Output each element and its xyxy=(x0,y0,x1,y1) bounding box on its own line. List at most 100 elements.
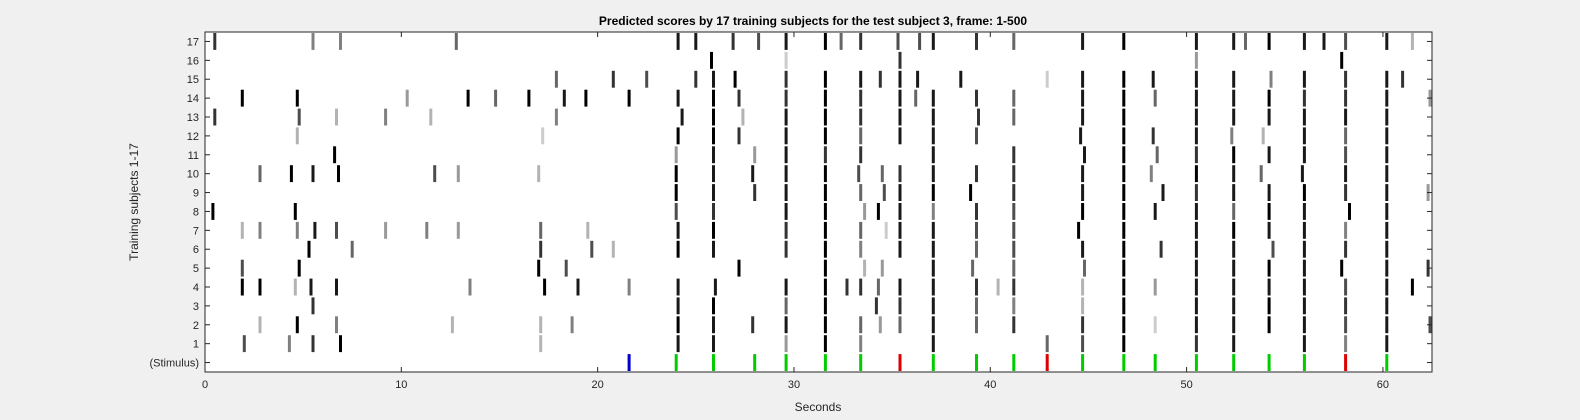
score-mark-subject-14-2 xyxy=(405,89,409,107)
score-mark-subject-2-4 xyxy=(539,316,543,334)
score-mark-subject-6-18 xyxy=(1232,240,1236,258)
score-mark-subject-11-3 xyxy=(753,146,757,164)
score-mark-subject-10-12 xyxy=(857,165,861,183)
score-mark-subject-10-24 xyxy=(1300,165,1304,183)
score-mark-subject-8-18 xyxy=(1302,203,1306,220)
score-mark-subject-1-15 xyxy=(1232,335,1236,353)
score-mark-subject-14-18 xyxy=(975,89,978,107)
score-mark-subject-8-14 xyxy=(1153,203,1157,220)
score-mark-subject-9-14 xyxy=(1194,184,1198,201)
score-mark-subject-5-5 xyxy=(823,259,827,277)
score-mark-subject-4-12 xyxy=(823,278,827,296)
y-tick-label-11: 11 xyxy=(188,150,199,162)
score-mark-subject-12-7 xyxy=(859,127,863,145)
score-mark-subject-4-1 xyxy=(258,278,262,296)
score-mark-subject-15-19 xyxy=(1269,70,1273,88)
score-mark-subject-3-15 xyxy=(1302,297,1306,315)
score-mark-subject-16-2 xyxy=(898,51,902,69)
score-mark-subject-8-4 xyxy=(784,203,788,220)
score-mark-subject-8-6 xyxy=(863,203,867,220)
score-mark-subject-1-2 xyxy=(311,335,315,353)
score-mark-subject-3-12 xyxy=(1194,297,1198,315)
score-mark-subject-1-5 xyxy=(676,335,680,353)
score-mark-subject-17-9 xyxy=(823,33,827,50)
score-mark-subject-8-15 xyxy=(1194,203,1198,220)
score-mark-subject-12-9 xyxy=(931,127,935,145)
score-mark-subject-5-12 xyxy=(1122,259,1126,277)
plot-frame xyxy=(204,31,1433,373)
score-mark-subject-12-4 xyxy=(737,127,741,145)
score-mark-subject-2-1 xyxy=(295,316,299,334)
score-mark-subject-6-11 xyxy=(931,240,935,258)
score-mark-subject-11-15 xyxy=(1302,146,1306,164)
score-mark-subject-10-10 xyxy=(784,165,788,183)
score-mark-subject-16-1 xyxy=(784,51,788,69)
score-mark-subject-11-12 xyxy=(1194,146,1198,164)
score-mark-subject-8-16 xyxy=(1232,203,1236,220)
score-mark-subject-10-3 xyxy=(337,165,340,183)
score-mark-subject-7-27 xyxy=(1385,221,1389,239)
score-mark-subject-5-9 xyxy=(971,259,975,277)
score-mark-subject-10-1 xyxy=(289,165,293,183)
score-mark-subject-2-15 xyxy=(975,316,978,334)
score-mark-subject-4-27 xyxy=(1302,278,1306,296)
score-mark-subject-11-13 xyxy=(1232,146,1236,164)
score-mark-subject-9-18 xyxy=(1344,184,1348,201)
stimulus-marker-1 xyxy=(674,354,678,371)
score-mark-subject-9-13 xyxy=(1161,184,1165,201)
y-tick-label-16: 16 xyxy=(187,55,199,67)
score-mark-subject-8-7 xyxy=(876,203,880,220)
score-marks xyxy=(211,33,1432,353)
score-mark-subject-5-14 xyxy=(1232,259,1236,277)
score-mark-subject-4-18 xyxy=(975,278,978,296)
score-mark-subject-15-0 xyxy=(554,70,558,88)
score-mark-subject-5-15 xyxy=(1267,259,1271,277)
x-tick-label-40: 40 xyxy=(984,379,996,391)
score-mark-subject-10-15 xyxy=(931,165,935,183)
stimulus-marker-14 xyxy=(1153,354,1157,371)
plot-area xyxy=(205,32,1432,372)
score-mark-subject-14-22 xyxy=(1153,89,1157,107)
score-mark-subject-15-7 xyxy=(823,70,827,88)
stimulus-marker-16 xyxy=(1232,354,1236,371)
score-mark-subject-2-8 xyxy=(751,316,755,334)
score-mark-subject-11-10 xyxy=(1122,146,1126,164)
score-mark-subject-12-1 xyxy=(541,127,545,145)
stimulus-marker-3 xyxy=(753,354,757,371)
score-mark-subject-1-14 xyxy=(1194,335,1198,353)
score-mark-subject-15-2 xyxy=(645,70,649,88)
score-mark-subject-12-6 xyxy=(823,127,827,145)
score-mark-subject-8-0 xyxy=(211,203,215,220)
score-mark-subject-14-4 xyxy=(494,89,498,107)
score-mark-subject-7-15 xyxy=(884,221,888,239)
score-mark-subject-7-8 xyxy=(539,221,543,239)
score-mark-subject-11-5 xyxy=(823,146,827,164)
stimulus-marker-11 xyxy=(1045,354,1049,371)
score-mark-subject-17-18 xyxy=(1122,33,1126,50)
stimulus-marker-0 xyxy=(627,354,631,371)
score-mark-subject-2-24 xyxy=(1344,316,1348,334)
score-mark-subject-11-7 xyxy=(931,146,935,164)
score-mark-subject-14-12 xyxy=(784,89,788,107)
score-mark-subject-13-18 xyxy=(1194,108,1198,126)
score-mark-subject-7-21 xyxy=(1122,221,1126,239)
score-mark-subject-14-26 xyxy=(1302,89,1306,107)
score-mark-subject-5-17 xyxy=(1340,259,1344,277)
score-mark-subject-14-21 xyxy=(1122,89,1126,107)
score-mark-subject-3-0 xyxy=(311,297,315,315)
score-mark-subject-13-2 xyxy=(335,108,338,126)
y-tick-label-15: 15 xyxy=(187,74,199,86)
score-mark-subject-9-2 xyxy=(753,184,757,201)
score-mark-subject-5-16 xyxy=(1302,259,1306,277)
score-mark-subject-15-9 xyxy=(878,70,882,88)
score-mark-subject-1-16 xyxy=(1302,335,1306,353)
score-mark-subject-14-27 xyxy=(1344,89,1348,107)
score-mark-subject-14-6 xyxy=(562,89,566,107)
score-mark-subject-13-23 xyxy=(1385,108,1389,126)
score-mark-subject-2-17 xyxy=(1081,316,1085,334)
score-mark-subject-3-3 xyxy=(784,297,788,315)
score-mark-subject-7-4 xyxy=(335,221,338,239)
score-mark-subject-15-21 xyxy=(1344,70,1348,88)
score-mark-subject-3-5 xyxy=(874,297,878,315)
